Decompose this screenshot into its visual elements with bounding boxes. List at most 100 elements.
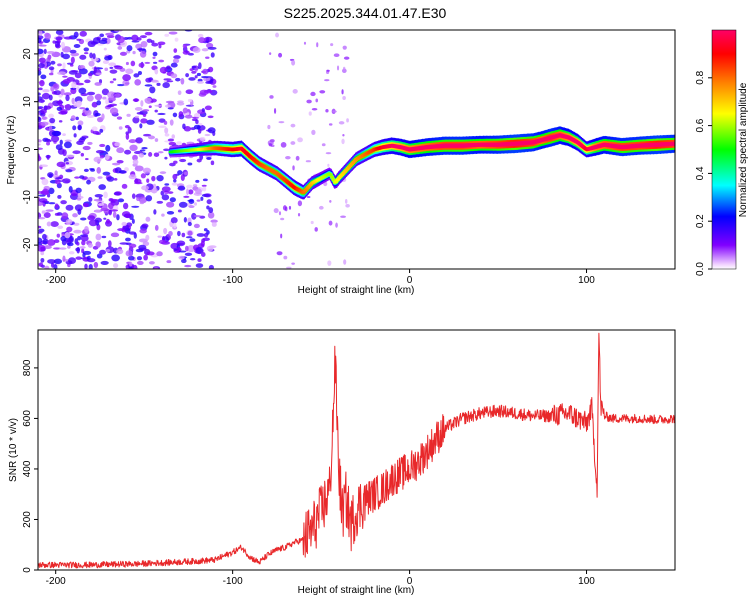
speckle bbox=[164, 156, 168, 160]
speckle bbox=[198, 122, 203, 126]
speckle bbox=[131, 40, 140, 43]
speckle bbox=[335, 222, 338, 228]
speckle bbox=[178, 201, 188, 208]
speckle bbox=[210, 219, 218, 223]
spectrogram-x-tick-label: 0 bbox=[407, 275, 413, 286]
speckle bbox=[91, 101, 98, 108]
speckle bbox=[163, 78, 172, 81]
speckle bbox=[178, 250, 187, 253]
speckle bbox=[113, 263, 119, 269]
speckle bbox=[269, 95, 274, 99]
snr-x-axis-label: Height of straight line (km) bbox=[298, 585, 415, 596]
speckle bbox=[341, 89, 344, 95]
speckle bbox=[128, 231, 137, 235]
speckle bbox=[48, 113, 54, 119]
speckle bbox=[182, 123, 186, 130]
speckle bbox=[54, 170, 58, 176]
spectrogram-speckles bbox=[38, 30, 350, 269]
speckle bbox=[55, 30, 64, 35]
speckle bbox=[207, 127, 216, 134]
speckle bbox=[134, 165, 144, 172]
speckle bbox=[346, 118, 349, 123]
speckle bbox=[38, 143, 41, 146]
snr-y-tick-label: 200 bbox=[22, 511, 33, 528]
speckle bbox=[343, 56, 350, 60]
speckle bbox=[65, 169, 73, 173]
speckle bbox=[177, 230, 181, 237]
speckle bbox=[66, 226, 73, 233]
speckle bbox=[139, 149, 146, 152]
speckle bbox=[340, 215, 346, 218]
speckle bbox=[71, 97, 75, 105]
colorbar-tick-label: 0.6 bbox=[695, 118, 706, 132]
spectrogram-y-tick-label: -10 bbox=[22, 190, 33, 205]
speckle bbox=[140, 35, 147, 39]
speckle bbox=[40, 121, 49, 126]
speckle bbox=[38, 262, 44, 267]
speckle bbox=[108, 62, 117, 67]
spectrogram-x-axis-label: Height of straight line (km) bbox=[298, 285, 415, 296]
speckle bbox=[292, 89, 298, 94]
speckle bbox=[125, 68, 134, 75]
speckle bbox=[192, 46, 201, 53]
speckle bbox=[327, 163, 330, 167]
spectrogram-y-ticks: -20 -10 0 10 20 bbox=[22, 48, 38, 252]
speckle bbox=[203, 89, 213, 94]
speckle bbox=[195, 119, 199, 125]
speckle bbox=[78, 87, 87, 94]
speckle bbox=[40, 108, 47, 115]
speckle bbox=[202, 186, 207, 192]
speckle bbox=[210, 160, 215, 166]
speckle bbox=[53, 258, 63, 265]
speckle bbox=[186, 184, 193, 189]
colorbar-gradient bbox=[711, 29, 737, 270]
speckle bbox=[93, 156, 102, 163]
speckle bbox=[324, 79, 330, 82]
speckle bbox=[188, 198, 195, 205]
speckle bbox=[101, 235, 107, 239]
speckle bbox=[291, 59, 296, 66]
speckle bbox=[125, 237, 131, 242]
speckle bbox=[198, 62, 202, 70]
speckle bbox=[102, 60, 110, 65]
speckle bbox=[122, 202, 129, 210]
speckle bbox=[333, 53, 340, 57]
speckle bbox=[47, 259, 56, 264]
speckle bbox=[47, 172, 54, 178]
speckle bbox=[129, 261, 133, 267]
spectrogram-ridge bbox=[168, 126, 675, 200]
speckle bbox=[41, 116, 48, 120]
speckle bbox=[99, 128, 104, 133]
speckle bbox=[290, 123, 296, 128]
speckle bbox=[121, 221, 127, 227]
speckle bbox=[65, 204, 74, 211]
speckle bbox=[46, 193, 51, 198]
speckle bbox=[295, 155, 300, 161]
speckle bbox=[42, 89, 50, 93]
speckle bbox=[109, 66, 114, 70]
speckle bbox=[297, 200, 303, 207]
speckle bbox=[280, 217, 285, 221]
speckle bbox=[39, 164, 49, 168]
speckle bbox=[135, 137, 143, 144]
speckle bbox=[108, 198, 114, 202]
speckle bbox=[95, 149, 105, 154]
speckle bbox=[118, 126, 123, 130]
speckle bbox=[164, 104, 171, 108]
speckle bbox=[167, 191, 174, 194]
speckle bbox=[41, 210, 46, 214]
speckle bbox=[54, 212, 60, 216]
spectrogram-y-tick-label: -20 bbox=[22, 237, 33, 252]
speckle bbox=[137, 260, 144, 265]
speckle bbox=[84, 109, 92, 116]
speckle bbox=[105, 99, 109, 105]
speckle bbox=[38, 87, 43, 91]
speckle bbox=[184, 264, 192, 268]
speckle bbox=[175, 77, 181, 82]
speckle bbox=[205, 81, 214, 85]
speckle bbox=[74, 176, 80, 179]
speckle bbox=[197, 78, 203, 82]
speckle bbox=[168, 231, 173, 237]
colorbar-tick-label: 0.8 bbox=[695, 70, 706, 84]
